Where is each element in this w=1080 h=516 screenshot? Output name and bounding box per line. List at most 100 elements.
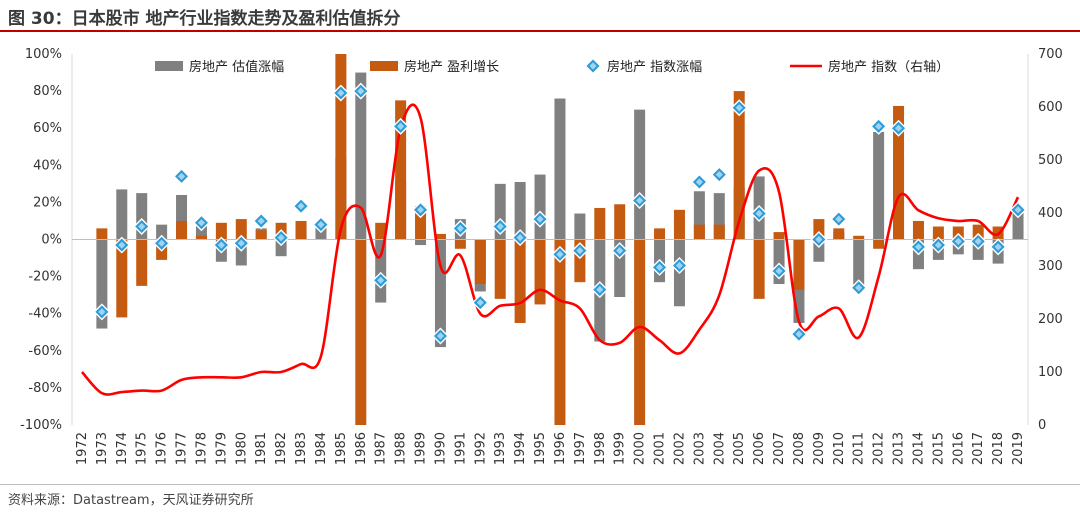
x-axis: 1972 1973 1974 1975 1976 1977 1978 1979 1980 1981… — [75, 432, 1026, 465]
earnings-bar — [136, 239, 148, 286]
earnings-bar — [255, 230, 267, 240]
y-axis-right: 0 100 200 300 400 500 600 700 — [1038, 47, 1063, 433]
x-tick-label: 1995 — [533, 432, 548, 465]
index-change-marker — [471, 294, 489, 312]
x-tick-label: 1980 — [234, 432, 249, 465]
y-tick-label: -40% — [28, 307, 62, 322]
earnings-bar — [395, 100, 407, 240]
index-change-marker — [989, 238, 1007, 256]
earnings-bar — [514, 239, 526, 323]
index-change-marker — [511, 229, 529, 247]
index-change-marker — [909, 238, 927, 256]
index-change-marker — [870, 117, 888, 135]
x-tick-label: 1994 — [513, 432, 528, 465]
earnings-bar — [474, 239, 486, 285]
x-tick-label: 1982 — [274, 432, 289, 465]
index-change-marker — [670, 256, 688, 274]
earnings-bar — [574, 239, 586, 283]
valuation-bar — [853, 239, 865, 286]
legend-item: 房地产 指数（右轴） — [790, 59, 949, 75]
index-change-marker — [153, 234, 171, 252]
y-tick-label: -100% — [20, 418, 62, 433]
x-tick-label: 2012 — [872, 432, 887, 465]
index-change-marker — [292, 197, 310, 215]
valuation-bar — [514, 181, 526, 240]
y-tick-label: 0% — [41, 233, 62, 248]
legend-item: 房地产 指数涨幅 — [584, 57, 702, 75]
earnings-bar — [454, 239, 466, 249]
x-tick-label: 2011 — [852, 432, 867, 465]
earnings-bar — [793, 239, 805, 290]
y2-tick-label: 100 — [1038, 365, 1063, 380]
index-change-marker — [352, 82, 370, 100]
earnings-bar — [873, 239, 885, 249]
x-tick-label: 2008 — [792, 432, 807, 465]
valuation-bar — [713, 193, 725, 240]
legend-item: 房地产 估值涨幅 — [155, 59, 284, 75]
valuation-bar — [813, 239, 825, 262]
index-line — [81, 103, 1020, 396]
index-change-marker — [392, 117, 410, 135]
legend-swatch — [155, 61, 183, 71]
earnings-bar — [594, 207, 606, 240]
index-change-marker — [252, 212, 270, 230]
x-tick-label: 1986 — [354, 432, 369, 465]
x-tick-label: 1987 — [374, 432, 389, 465]
valuation-bar — [176, 194, 188, 240]
earnings-bar — [773, 232, 785, 240]
index-change-marker — [591, 281, 609, 299]
valuation-bar — [574, 213, 586, 240]
x-tick-label: 2015 — [931, 432, 946, 465]
page-title: 图 30：日本股市 地产行业指数走势及盈利估值拆分 — [8, 9, 401, 29]
index-change-marker — [272, 229, 290, 247]
index-change-marker — [730, 99, 748, 117]
index-change-marker — [531, 210, 549, 228]
x-tick-label: 2010 — [832, 432, 847, 465]
valuation-bar — [554, 98, 566, 240]
index-change-marker — [790, 325, 808, 343]
index-change-marker — [491, 218, 509, 236]
legend-label: 房地产 指数（右轴） — [828, 59, 949, 75]
index-change-marker — [332, 84, 350, 102]
earnings-bar — [335, 54, 347, 240]
index-change-marker — [850, 279, 868, 297]
legend-diamond — [584, 57, 602, 75]
y-axis-left: -100% -80% -60% -40% -20% 0% 20% 40% 60% 80% 100% — [20, 47, 62, 433]
x-tick-label: 2003 — [692, 432, 707, 465]
x-tick-label: 1984 — [314, 432, 329, 465]
x-tick-label: 1997 — [573, 432, 588, 465]
y2-tick-label: 0 — [1038, 418, 1046, 433]
earnings-bar — [375, 222, 387, 240]
valuation-bar — [415, 239, 427, 246]
x-tick-label: 1976 — [155, 432, 170, 465]
index-change-marker — [810, 231, 828, 248]
index-change-marker — [830, 210, 848, 228]
earnings-bar — [813, 219, 825, 240]
earnings-bar — [534, 239, 546, 305]
index-change-marker — [1009, 201, 1027, 219]
x-tick-label: 1988 — [394, 432, 409, 465]
x-tick-label: 1993 — [493, 432, 508, 465]
earnings-bar — [176, 220, 188, 240]
valuation-bar — [116, 189, 128, 240]
chart-svg: -100%-80%-60%-40%-20%0%20%40%60%80%100% … — [20, 47, 1063, 465]
earnings-bar — [733, 91, 745, 240]
legend-item: 房地产 盈利增长 — [370, 59, 499, 75]
y2-tick-label: 200 — [1038, 312, 1063, 327]
earnings-bar — [96, 228, 108, 240]
valuation-bar — [494, 183, 506, 240]
x-tick-label: 1989 — [414, 432, 429, 465]
source-rule — [0, 484, 1080, 485]
valuation-bar — [1012, 207, 1024, 240]
index-change-marker — [571, 242, 589, 260]
y-tick-label: 60% — [33, 121, 62, 136]
valuation-bar — [534, 174, 546, 240]
x-tick-label: 1985 — [334, 432, 349, 465]
x-tick-label: 1992 — [473, 432, 488, 465]
earnings-bar — [932, 226, 944, 240]
x-tick-label: 1975 — [135, 432, 150, 465]
earnings-bar — [554, 239, 566, 425]
x-tick-label: 1981 — [254, 432, 269, 465]
index-change-marker — [431, 327, 449, 345]
y-tick-label: 80% — [33, 84, 62, 99]
